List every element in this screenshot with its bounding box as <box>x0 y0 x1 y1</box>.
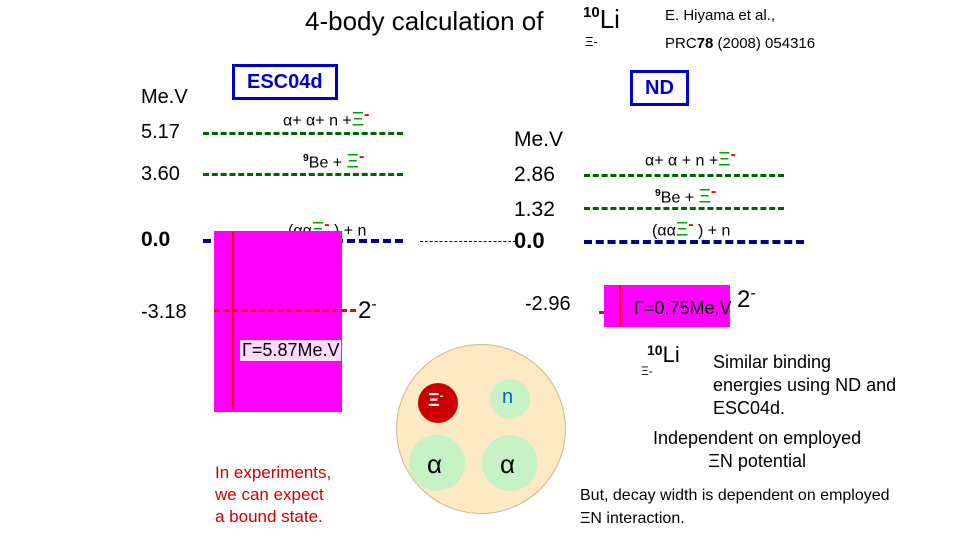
neutron-label: n <box>502 386 514 408</box>
title-nucleus: 10Li <box>583 4 620 35</box>
left-level-2-xi: Ξ <box>346 151 359 173</box>
right-bound-tick <box>599 311 604 314</box>
decay-note: But, decay width is dependent on employe… <box>580 487 890 527</box>
right-energy-3: 0.0 <box>514 228 545 253</box>
right-energy-1: 2.86 <box>514 163 555 186</box>
right-level-line-2 <box>584 207 784 210</box>
left-level-label-1: α+ α+ n +Ξ- <box>283 106 369 131</box>
reference-volume: 78 <box>696 35 714 52</box>
side-nucleus-symbol: Li <box>662 342 680 367</box>
title: 4-body calculation of <box>305 6 543 37</box>
left-level-line-1 <box>203 132 403 135</box>
xi-label: Ξ- <box>428 390 443 411</box>
side-nucleus: 10Li <box>647 342 680 368</box>
left-level-1-xi: Ξ <box>351 109 365 131</box>
right-level-1-xi-charge: - <box>730 146 736 163</box>
right-level-2-xi-charge: - <box>710 183 717 200</box>
right-spin-sign: - <box>750 285 756 302</box>
right-level-3-pre: (αα <box>652 222 676 240</box>
alpha-particle-2 <box>482 435 538 491</box>
right-spin-value: 2 <box>737 286 751 313</box>
experiment-note: In experiments, we can expect a bound st… <box>215 463 332 526</box>
alpha-label-2: α <box>500 449 516 479</box>
title-nucleus-symbol: Li <box>599 4 620 34</box>
left-level-label-2: 9Be + Ξ- <box>303 148 364 173</box>
left-spin: 2- <box>358 296 377 325</box>
reference-pages: (2008) 054316 <box>717 35 816 52</box>
right-width-box <box>604 285 730 327</box>
left-energy-2: 3.60 <box>141 163 180 185</box>
left-level-1-xi-charge: - <box>364 106 370 123</box>
right-unit: Me.V <box>514 128 564 151</box>
left-level-2-sup: 9 <box>303 153 309 164</box>
right-width-arrow-line <box>619 285 621 327</box>
left-width-box <box>214 231 342 412</box>
left-spin-sign: - <box>371 296 377 313</box>
title-text: 4-body calculation of <box>305 6 544 36</box>
right-level-1-text: α+ α + n + <box>645 152 719 170</box>
right-width-label: Γ=0.75Me.V <box>634 298 732 318</box>
left-unit: Me.V <box>141 86 188 108</box>
nd-label: ND <box>630 70 689 106</box>
left-level-2-text: Be + <box>308 154 347 172</box>
summary-text: Similar binding energies using ND and ES… <box>713 352 897 418</box>
right-level-3-xi: Ξ <box>675 219 689 241</box>
left-width-arrow-line <box>232 232 234 410</box>
left-level-3-xi-charge: - <box>324 216 330 233</box>
left-level-line-2 <box>203 173 403 176</box>
right-level-line-3 <box>584 240 804 244</box>
neutron-particle <box>490 379 530 419</box>
right-spin: 2- <box>737 285 756 314</box>
left-energy-3: 0.0 <box>141 228 171 251</box>
independent-text: Independent on employed ΞN potential <box>653 428 862 471</box>
reference-journal: PRC <box>665 35 697 52</box>
left-level-2-xi-charge: - <box>358 148 365 165</box>
title-nucleus-mass: 10 <box>583 4 600 21</box>
esc04d-label: ESC04d <box>232 64 338 100</box>
right-level-label-3: (ααΞ- ) + n <box>652 216 730 241</box>
reference-citation: PRC78 (2008) 054316 <box>665 35 815 52</box>
right-bound-energy: -2.96 <box>525 293 571 315</box>
xi-particle <box>418 383 458 423</box>
zero-connector <box>420 241 516 242</box>
alpha-label-1: α <box>427 449 443 479</box>
alpha-particle-1 <box>409 435 465 491</box>
right-level-label-2: 9Be + Ξ- <box>655 183 716 208</box>
left-spin-value: 2 <box>358 297 372 324</box>
side-nucleus-sub: Ξ- <box>641 364 653 378</box>
xi-symbol: Ξ <box>428 390 440 410</box>
right-level-2-text: Be + <box>660 189 699 207</box>
left-bound-line <box>214 309 356 312</box>
right-level-2-xi: Ξ <box>698 186 711 208</box>
right-level-1-xi: Ξ <box>718 149 731 171</box>
right-level-3-xi-charge: - <box>688 216 694 233</box>
right-level-line-1 <box>584 174 784 177</box>
xi-charge: - <box>439 390 444 402</box>
right-level-label-1: α+ α + n +Ξ- <box>645 146 736 171</box>
right-level-2-sup: 9 <box>655 188 661 199</box>
right-energy-2: 1.32 <box>514 198 555 221</box>
left-level-3-post: ) + n <box>329 222 367 240</box>
left-energy-1: 5.17 <box>141 121 180 143</box>
left-level-1-text: α+ α+ n + <box>283 112 352 130</box>
left-width-label: Γ=5.87Me.V <box>240 340 342 361</box>
side-nucleus-mass: 10 <box>647 342 663 358</box>
left-bound-energy: -3.18 <box>141 301 187 323</box>
right-level-3-post: ) + n <box>693 222 731 240</box>
title-nucleus-sub: Ξ- <box>585 34 598 49</box>
reference-authors: E. Hiyama et al., <box>665 7 776 24</box>
cluster-nucleus <box>396 344 566 514</box>
